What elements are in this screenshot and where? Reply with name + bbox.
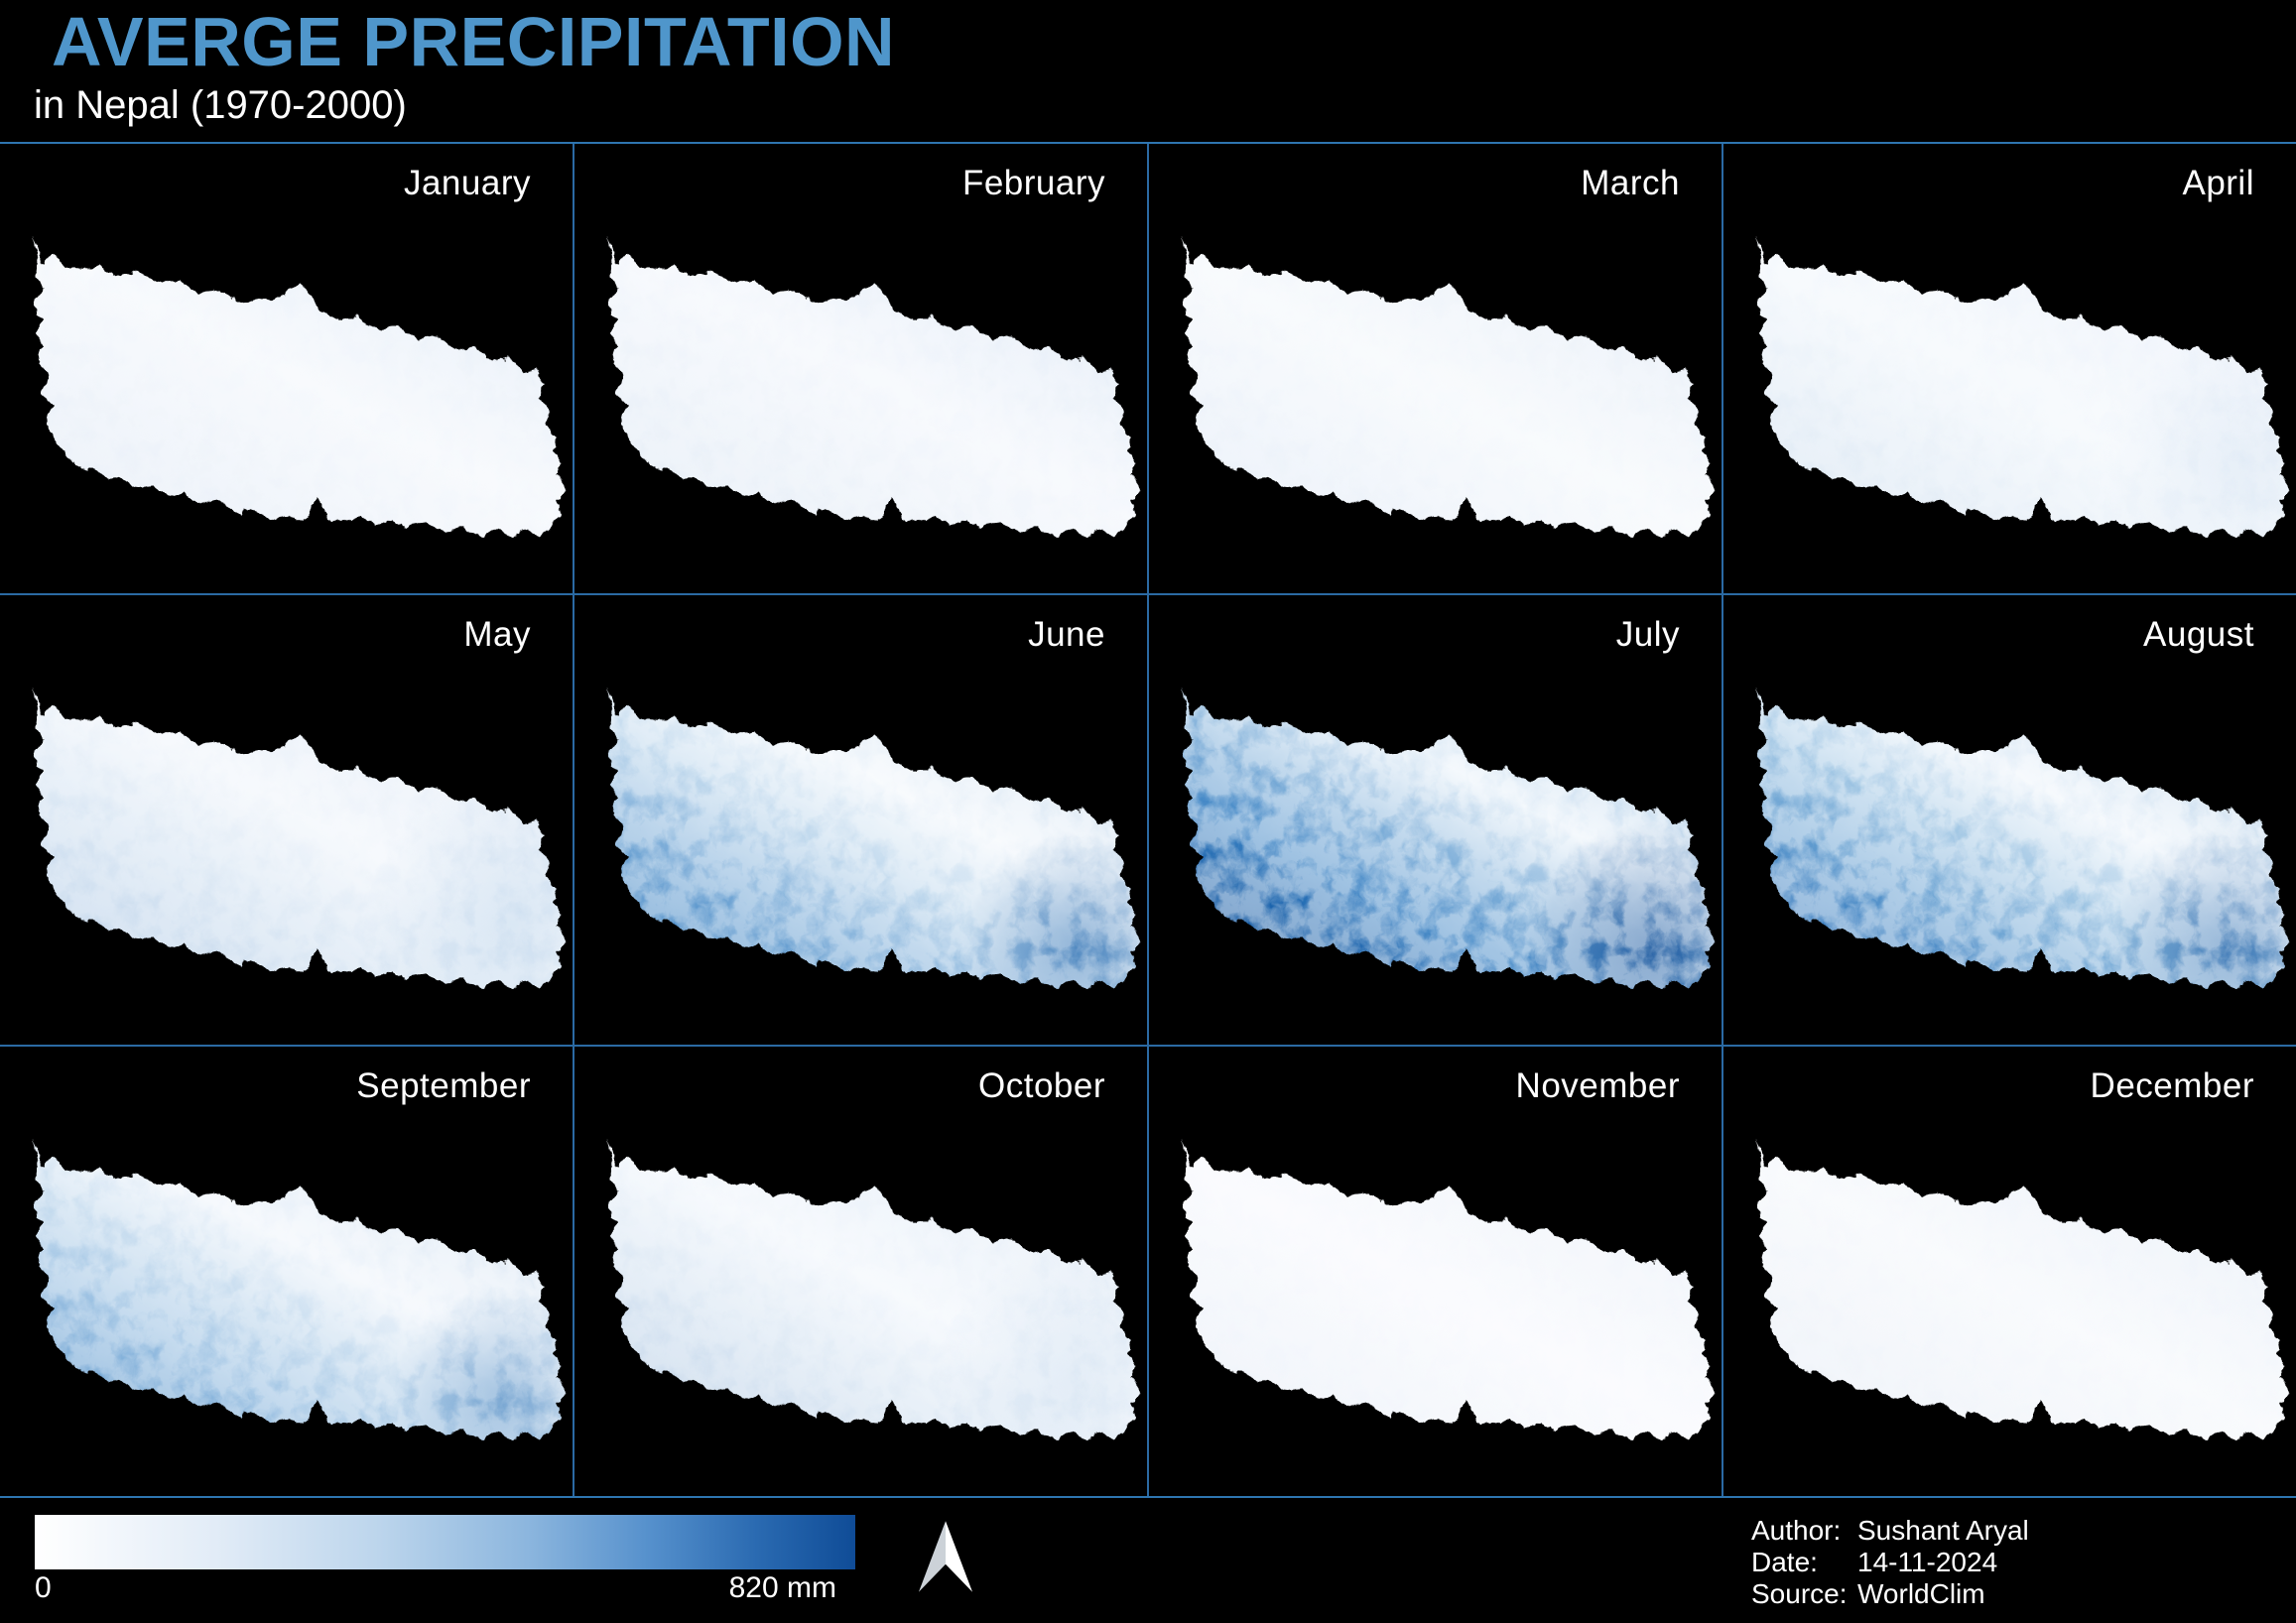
terrain-texture: [603, 1137, 1138, 1438]
source-value: WorldClim: [1857, 1578, 1985, 1609]
terrain-texture: [29, 686, 564, 987]
map-grid: January February: [0, 142, 2296, 1498]
terrain-texture: [1752, 686, 2287, 987]
month-label: December: [2090, 1066, 2254, 1105]
month-label: March: [1581, 164, 1680, 202]
panel-march: March: [1149, 144, 1722, 593]
panel-january: January: [0, 144, 573, 593]
panel-june: June: [574, 595, 1147, 1045]
legend-labels: 0 820 mm: [35, 1571, 855, 1605]
nepal-map: [603, 1137, 1138, 1438]
panel-november: November: [1149, 1047, 1722, 1496]
north-arrow-left-half: [918, 1521, 946, 1592]
month-label: January: [403, 164, 531, 202]
panel-october: October: [574, 1047, 1147, 1496]
month-label: August: [2143, 615, 2254, 654]
nepal-map: [1178, 1137, 1713, 1438]
terrain-texture: [1752, 234, 2287, 536]
month-label: July: [1615, 615, 1680, 654]
month-label: October: [978, 1066, 1105, 1105]
month-label: April: [2182, 164, 2254, 202]
terrain-texture: [1178, 1137, 1713, 1438]
nepal-map: [1178, 686, 1713, 987]
legend-colorbar: [35, 1515, 855, 1569]
page-title: AVERGE PRECIPITATION: [52, 3, 896, 80]
footer: 0 820 mm Author: Sushant Aryal Date: 14-…: [0, 1498, 2296, 1621]
terrain-texture: [603, 686, 1138, 987]
header: AVERGE PRECIPITATION in Nepal (1970-2000…: [0, 0, 2296, 142]
terrain-texture: [1752, 1137, 2287, 1438]
nepal-map: [29, 686, 564, 987]
terrain-texture: [1178, 234, 1713, 536]
nepal-map: [29, 1137, 564, 1438]
nepal-map: [603, 686, 1138, 987]
legend-max-label: 820 mm: [728, 1571, 836, 1604]
north-arrow-icon: [918, 1521, 973, 1592]
month-label: June: [1028, 615, 1105, 654]
terrain-texture: [29, 234, 564, 536]
panel-may: May: [0, 595, 573, 1045]
month-label: May: [463, 615, 531, 654]
panel-august: August: [1723, 595, 2296, 1045]
credits: Author: Sushant Aryal Date: 14-11-2024 S…: [1751, 1516, 2029, 1608]
page-subtitle: in Nepal (1970-2000): [34, 83, 407, 127]
panel-december: December: [1723, 1047, 2296, 1496]
nepal-map: [29, 234, 564, 536]
nepal-map: [1752, 234, 2287, 536]
nepal-map: [1178, 234, 1713, 536]
panel-april: April: [1723, 144, 2296, 593]
nepal-map: [1752, 1137, 2287, 1438]
author-label: Author:: [1751, 1515, 1842, 1546]
terrain-texture: [603, 234, 1138, 536]
month-label: September: [356, 1066, 531, 1105]
terrain-texture: [29, 1137, 564, 1438]
legend-min-label: 0: [35, 1571, 52, 1604]
author-value: Sushant Aryal: [1857, 1515, 2029, 1546]
nepal-map: [603, 234, 1138, 536]
terrain-texture: [1178, 686, 1713, 987]
nepal-map: [1752, 686, 2287, 987]
month-label: February: [961, 164, 1105, 202]
panel-february: February: [574, 144, 1147, 593]
date-value: 14-11-2024: [1857, 1547, 1998, 1577]
north-arrow-right-half: [946, 1521, 973, 1592]
panel-september: September: [0, 1047, 573, 1496]
month-label: November: [1515, 1066, 1680, 1105]
source-label: Source:: [1751, 1578, 1848, 1609]
date-label: Date:: [1751, 1547, 1818, 1577]
panel-july: July: [1149, 595, 1722, 1045]
